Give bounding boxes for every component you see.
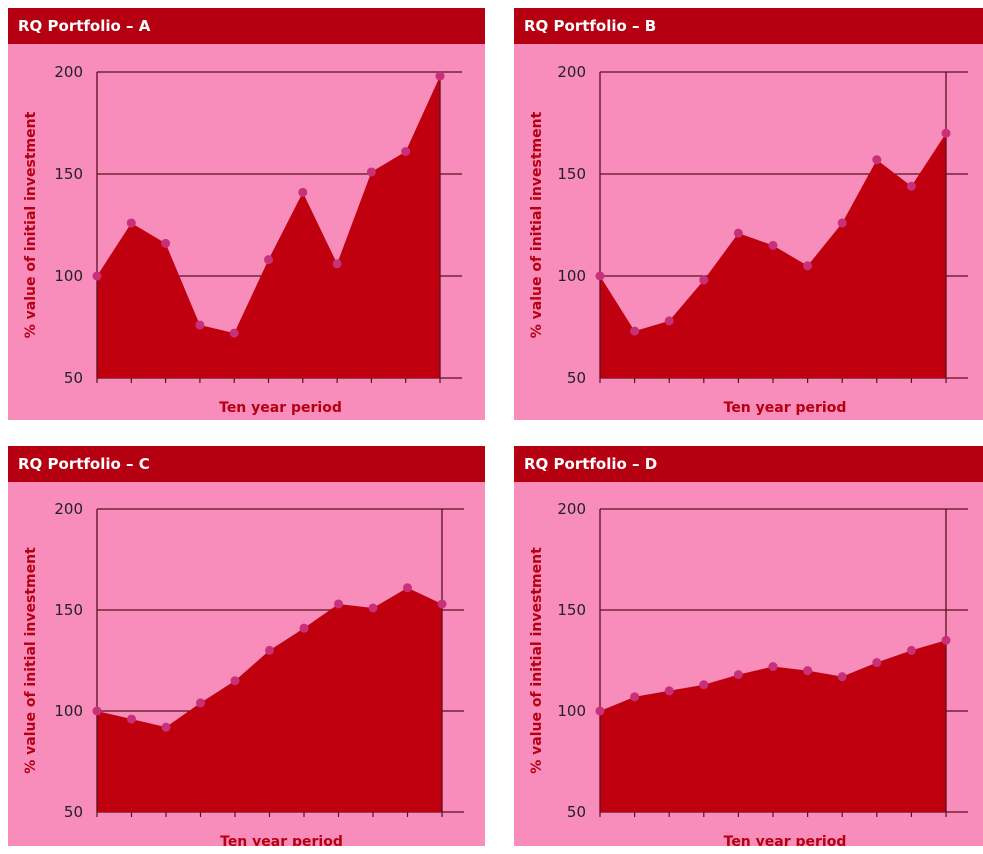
data-point — [906, 181, 916, 191]
data-point — [368, 603, 378, 613]
y-tick-label: 50 — [64, 369, 83, 387]
chart-panel-d: RQ Portfolio – D 50 100 150 200 Ten year per… — [514, 446, 983, 846]
data-point — [664, 316, 674, 326]
y-axis-title: % value of initial investment — [23, 547, 39, 774]
y-axis-title: % value of initial investment — [529, 547, 545, 774]
data-point — [733, 228, 743, 238]
y-tick-label: 50 — [64, 803, 83, 821]
y-tick-label: 100 — [54, 702, 83, 720]
data-point — [298, 187, 308, 197]
data-point — [699, 275, 709, 285]
y-tick-label: 50 — [567, 803, 586, 821]
data-point — [299, 623, 309, 633]
chart-panel-a: RQ Portfolio – A 50 100 150 200 Ten year per… — [8, 8, 485, 420]
data-area — [600, 640, 946, 812]
data-point — [595, 271, 605, 281]
data-point — [403, 583, 412, 593]
y-tick-label: 50 — [567, 369, 586, 387]
data-point — [768, 240, 778, 250]
data-point — [630, 326, 640, 336]
data-point — [872, 658, 882, 668]
data-point — [92, 271, 102, 281]
y-tick-label: 150 — [557, 601, 586, 619]
chart-plot: 50 100 150 200 Ten year period % value of ini… — [529, 63, 968, 416]
data-point — [435, 71, 445, 81]
y-tick-label: 100 — [557, 702, 586, 720]
data-area — [97, 587, 442, 812]
data-point — [872, 155, 882, 165]
data-point — [837, 218, 847, 228]
data-point — [699, 680, 709, 690]
y-tick-label: 150 — [54, 601, 83, 619]
data-point — [941, 635, 951, 645]
y-tick-label: 200 — [54, 500, 83, 518]
y-axis-title: % value of initial investment — [529, 111, 545, 338]
data-point — [437, 599, 447, 609]
data-area — [97, 76, 440, 378]
y-tick-label: 200 — [54, 63, 83, 81]
y-tick-label: 100 — [54, 267, 83, 285]
data-point — [126, 218, 136, 228]
data-point — [334, 599, 343, 609]
data-point — [195, 320, 205, 330]
data-point — [366, 167, 376, 177]
data-point — [837, 672, 847, 682]
chart-panel-c: RQ Portfolio – C 50 100 150 200 Ten year per… — [8, 446, 485, 846]
data-point — [595, 706, 605, 716]
data-point — [264, 255, 273, 265]
data-point — [803, 666, 813, 676]
chart-title: RQ Portfolio – C — [8, 446, 485, 482]
chart-plot: 50 100 150 200 Ten year period % value of ini… — [23, 500, 464, 846]
data-point — [92, 706, 102, 716]
y-tick-label: 100 — [557, 267, 586, 285]
x-axis-title: Ten year period — [219, 400, 342, 416]
data-point — [733, 670, 743, 680]
data-point — [196, 698, 205, 708]
data-point — [265, 645, 274, 655]
y-tick-label: 200 — [557, 63, 586, 81]
data-point — [941, 128, 951, 138]
x-axis-title: Ten year period — [220, 834, 343, 846]
x-axis-title: Ten year period — [724, 834, 847, 846]
x-axis-title: Ten year period — [724, 400, 847, 416]
data-point — [161, 238, 171, 248]
data-point — [230, 676, 240, 686]
chart-panel-b: RQ Portfolio – B 50 100 150 200 Ten year per… — [514, 8, 983, 420]
chart-plot: 50 100 150 200 Ten year period % value of ini… — [23, 63, 462, 416]
y-tick-label: 150 — [557, 165, 586, 183]
data-point — [768, 662, 778, 672]
data-point — [332, 259, 342, 269]
data-point — [229, 328, 239, 338]
y-tick-label: 150 — [54, 165, 83, 183]
data-point — [803, 261, 813, 271]
data-point — [127, 714, 136, 724]
chart-title: RQ Portfolio – A — [8, 8, 485, 44]
data-point — [401, 147, 411, 157]
data-point — [161, 722, 171, 732]
y-axis-title: % value of initial investment — [23, 111, 39, 338]
data-point — [630, 692, 640, 702]
chart-title: RQ Portfolio – D — [514, 446, 983, 482]
data-point — [906, 645, 916, 655]
y-tick-label: 200 — [557, 500, 586, 518]
data-area — [600, 133, 946, 378]
data-point — [664, 686, 674, 696]
chart-plot: 50 100 150 200 Ten year period % value of ini… — [529, 500, 968, 846]
chart-title: RQ Portfolio – B — [514, 8, 983, 44]
